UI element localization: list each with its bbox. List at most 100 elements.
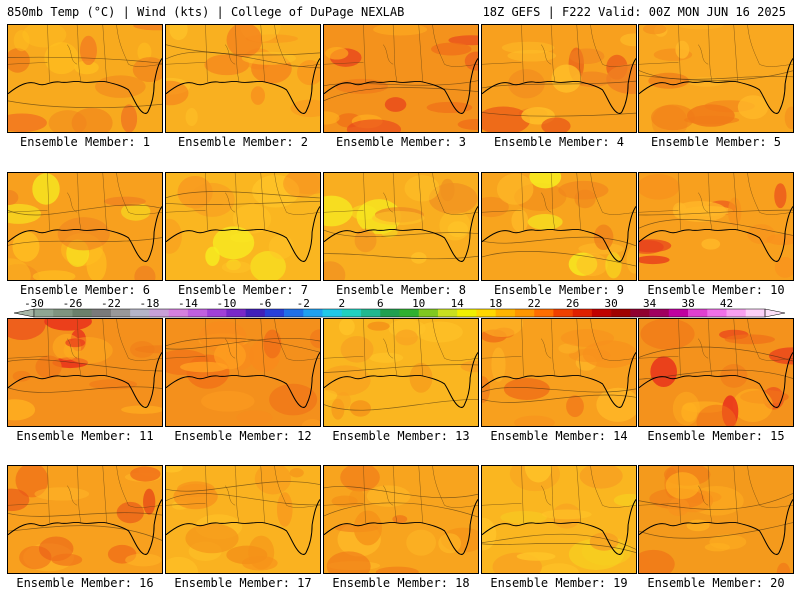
ensemble-member-label: Ensemble Member: 9 — [493, 283, 625, 297]
colorbar-segment — [149, 309, 169, 317]
ensemble-member-map — [323, 24, 479, 133]
colorbar-segment — [226, 309, 246, 317]
ensemble-member-label: Ensemble Member: 18 — [332, 576, 470, 590]
colorbar-segment — [91, 309, 112, 317]
ensemble-member-label: Ensemble Member: 16 — [16, 576, 154, 590]
colorbar-segment — [72, 309, 93, 317]
colorbar-segment — [707, 309, 727, 317]
colorbar-tick-label: 22 — [528, 297, 541, 310]
colorbar-segment — [34, 309, 54, 317]
ensemble-member-label: Ensemble Member: 2 — [177, 135, 309, 149]
colorbar-tick-label: -14 — [178, 297, 198, 310]
colorbar-segment — [380, 309, 400, 317]
colorbar-segment — [110, 309, 131, 317]
colorbar-segment — [553, 309, 573, 317]
colorbar-tick-label: 6 — [377, 297, 384, 310]
colorbar-tick-label: 26 — [566, 297, 579, 310]
colorbar-segment — [668, 309, 689, 317]
colorbar-segment — [207, 309, 227, 317]
colorbar-segment — [322, 309, 343, 317]
colorbar-segment — [495, 309, 516, 317]
colorbar-tick-label: -18 — [139, 297, 159, 310]
colorbar-segment — [457, 309, 477, 317]
colorbar-segment — [303, 309, 323, 317]
colorbar-segment — [649, 309, 670, 317]
ensemble-member-map — [638, 172, 794, 281]
ensemble-member-map — [638, 318, 794, 427]
ensemble-member-map — [7, 172, 163, 281]
ensemble-member-map — [165, 172, 321, 281]
colorbar-segment — [688, 309, 708, 317]
ensemble-member-label: Ensemble Member: 11 — [16, 429, 154, 443]
colorbar-segment — [245, 309, 266, 317]
ensemble-member-label: Ensemble Member: 14 — [490, 429, 628, 443]
temperature-colorbar: -30 -26 -22 -18 -14 -10 -6 -2 2 6 10 14 18 22 26 30 34 38… — [13, 297, 786, 318]
ensemble-member-label: Ensemble Member: 5 — [650, 135, 782, 149]
ensemble-member-map — [323, 465, 479, 574]
colorbar-tick-label: -26 — [63, 297, 83, 310]
colorbar-tick-label: 10 — [412, 297, 425, 310]
colorbar-segment — [418, 309, 439, 317]
ensemble-member-label: Ensemble Member: 13 — [332, 429, 470, 443]
colorbar-high-arrow — [764, 308, 786, 318]
colorbar-tick-label: -6 — [258, 297, 271, 310]
colorbar-segment — [514, 309, 535, 317]
colorbar-segment — [168, 309, 189, 317]
colorbar-segment — [437, 309, 458, 317]
ensemble-member-map — [7, 24, 163, 133]
ensemble-member-label: Ensemble Member: 1 — [19, 135, 151, 149]
colorbar-tick-label: 2 — [338, 297, 345, 310]
ensemble-member-map — [323, 172, 479, 281]
colorbar-segment — [130, 309, 150, 317]
ensemble-member-map — [481, 318, 637, 427]
ensemble-member-map — [638, 24, 794, 133]
colorbar-tick-label: -10 — [216, 297, 236, 310]
colorbar-segment — [745, 309, 766, 317]
ensemble-member-label: Ensemble Member: 15 — [647, 429, 785, 443]
ensemble-member-map — [7, 318, 163, 427]
colorbar-tick-label: -2 — [297, 297, 310, 310]
ensemble-member-label: Ensemble Member: 20 — [647, 576, 785, 590]
model-run-info: 18Z GEFS | F222 Valid: 00Z MON JUN 16 20… — [482, 5, 786, 19]
colorbar-segment — [187, 309, 208, 317]
ensemble-member-map — [165, 465, 321, 574]
ensemble-member-label: Ensemble Member: 12 — [174, 429, 312, 443]
colorbar-segment — [361, 309, 381, 317]
colorbar-segment — [264, 309, 285, 317]
colorbar-tick-label: 34 — [643, 297, 657, 310]
ensemble-member-map — [481, 24, 637, 133]
colorbar-segment — [726, 309, 747, 317]
colorbar-segment — [534, 309, 554, 317]
ensemble-member-label: Ensemble Member: 17 — [174, 576, 312, 590]
colorbar-tick-label: 14 — [451, 297, 465, 310]
ensemble-member-label: Ensemble Member: 19 — [490, 576, 628, 590]
colorbar-segment — [476, 309, 496, 317]
ensemble-member-label: Ensemble Member: 4 — [493, 135, 625, 149]
colorbar-segment — [630, 309, 650, 317]
colorbar-segment — [591, 309, 612, 317]
ensemble-member-label: Ensemble Member: 6 — [19, 283, 151, 297]
ensemble-member-map — [481, 465, 637, 574]
ensemble-member-label: Ensemble Member: 8 — [335, 283, 467, 297]
colorbar-segment — [572, 309, 593, 317]
colorbar-tick-label: 38 — [681, 297, 694, 310]
ensemble-member-label: Ensemble Member: 3 — [335, 135, 467, 149]
ensemble-member-map — [165, 318, 321, 427]
ensemble-member-map — [323, 318, 479, 427]
ensemble-member-map — [638, 465, 794, 574]
colorbar-segment — [53, 309, 73, 317]
colorbar-tick-label: 18 — [489, 297, 502, 310]
ensemble-member-map — [481, 172, 637, 281]
colorbar-segment — [611, 309, 631, 317]
colorbar-segment — [284, 309, 304, 317]
colorbar-tick-label: -30 — [24, 297, 44, 310]
colorbar-low-arrow — [13, 308, 35, 318]
colorbar-tick-label: 42 — [720, 297, 733, 310]
colorbar-tick-label: 30 — [604, 297, 617, 310]
ensemble-member-map — [7, 465, 163, 574]
colorbar-segment — [341, 309, 362, 317]
map-title: 850mb Temp (°C) | Wind (kts) | College o… — [7, 5, 405, 19]
ensemble-member-label: Ensemble Member: 10 — [647, 283, 785, 297]
ensemble-member-label: Ensemble Member: 7 — [177, 283, 309, 297]
colorbar-tick-label: -22 — [101, 297, 121, 310]
